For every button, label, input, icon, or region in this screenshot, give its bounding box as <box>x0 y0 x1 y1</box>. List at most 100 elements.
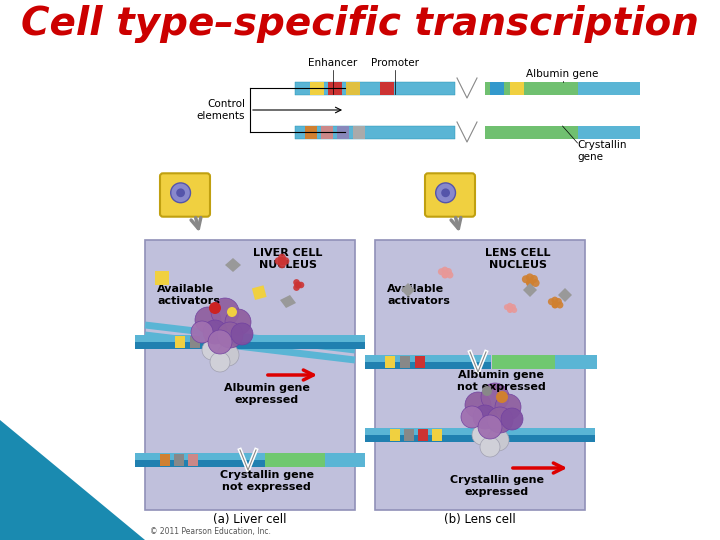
Circle shape <box>495 394 521 420</box>
Circle shape <box>487 429 509 451</box>
Bar <box>432 429 442 441</box>
Circle shape <box>436 183 456 202</box>
Circle shape <box>507 303 513 309</box>
Text: Promoter: Promoter <box>371 58 419 68</box>
Text: LIVER CELL
NUCLEUS: LIVER CELL NUCLEUS <box>253 248 323 269</box>
Polygon shape <box>0 420 145 540</box>
Bar <box>295 82 455 94</box>
Bar <box>400 356 410 368</box>
Circle shape <box>297 282 305 288</box>
Bar <box>155 271 169 285</box>
Bar <box>325 453 365 467</box>
Bar <box>365 428 595 442</box>
Text: Available
activators: Available activators <box>387 284 450 306</box>
Bar <box>353 125 365 138</box>
Circle shape <box>510 304 516 310</box>
Bar <box>265 453 365 467</box>
Bar <box>205 336 215 348</box>
Bar <box>510 82 524 94</box>
Circle shape <box>531 279 539 287</box>
Text: Control
elements: Control elements <box>197 99 245 121</box>
Bar <box>490 82 504 94</box>
Circle shape <box>293 279 300 286</box>
FancyBboxPatch shape <box>160 173 210 217</box>
Text: Cell type–specific transcription: Cell type–specific transcription <box>21 5 699 43</box>
Text: Crystallin gene
not expressed: Crystallin gene not expressed <box>220 470 314 491</box>
Circle shape <box>472 425 492 445</box>
Bar <box>305 125 317 138</box>
Text: (b) Lens cell: (b) Lens cell <box>444 513 516 526</box>
Circle shape <box>461 406 483 428</box>
Bar <box>404 429 414 441</box>
Bar <box>190 336 200 348</box>
Bar <box>578 82 640 94</box>
Bar <box>375 240 585 510</box>
Circle shape <box>496 391 508 403</box>
Circle shape <box>293 284 300 291</box>
Polygon shape <box>523 283 537 297</box>
Circle shape <box>209 302 221 314</box>
Circle shape <box>171 183 191 202</box>
Circle shape <box>441 272 449 279</box>
Text: © 2011 Pearson Education, Inc.: © 2011 Pearson Education, Inc. <box>150 527 271 536</box>
Circle shape <box>227 307 237 317</box>
Circle shape <box>191 321 213 343</box>
Bar <box>145 240 355 510</box>
Circle shape <box>438 268 445 275</box>
Circle shape <box>202 340 222 360</box>
Circle shape <box>445 268 452 275</box>
Bar <box>188 454 198 466</box>
Text: Albumin gene: Albumin gene <box>526 69 599 79</box>
Circle shape <box>217 344 239 366</box>
Bar <box>321 125 333 138</box>
Circle shape <box>504 304 510 310</box>
Circle shape <box>282 257 289 265</box>
Circle shape <box>217 322 243 348</box>
Text: Albumin gene
not expressed: Albumin gene not expressed <box>456 370 545 392</box>
Circle shape <box>446 272 454 279</box>
Circle shape <box>526 273 534 281</box>
Bar <box>135 453 365 467</box>
Circle shape <box>480 437 500 457</box>
Circle shape <box>274 257 282 265</box>
Bar <box>346 82 360 94</box>
Polygon shape <box>280 295 296 308</box>
Circle shape <box>555 298 562 305</box>
Bar <box>135 335 365 349</box>
Circle shape <box>530 275 538 283</box>
Circle shape <box>487 407 513 433</box>
Polygon shape <box>225 258 241 272</box>
Bar <box>160 454 170 466</box>
Bar <box>415 356 425 368</box>
Text: (a) Liver cell: (a) Liver cell <box>213 513 287 526</box>
Bar <box>135 342 365 349</box>
Bar <box>485 82 578 94</box>
Bar <box>220 336 230 348</box>
Circle shape <box>465 392 491 418</box>
Circle shape <box>278 257 287 265</box>
Bar <box>174 454 184 466</box>
Text: Available
activators: Available activators <box>157 284 220 306</box>
Text: Crystallin gene
expressed: Crystallin gene expressed <box>450 475 544 497</box>
Bar <box>135 460 365 467</box>
Circle shape <box>278 254 286 261</box>
Bar <box>385 356 395 368</box>
Bar <box>485 125 578 138</box>
Circle shape <box>522 275 530 283</box>
Circle shape <box>441 188 450 197</box>
Circle shape <box>195 307 221 333</box>
Circle shape <box>481 383 509 411</box>
Circle shape <box>176 188 185 197</box>
Circle shape <box>501 408 523 430</box>
Bar <box>365 435 595 442</box>
Circle shape <box>441 267 449 274</box>
Circle shape <box>203 320 227 344</box>
Circle shape <box>526 279 534 287</box>
Circle shape <box>548 298 555 305</box>
Circle shape <box>557 301 563 308</box>
Text: Crystallin
gene: Crystallin gene <box>577 140 627 161</box>
Circle shape <box>208 330 232 354</box>
Bar <box>365 355 490 369</box>
Polygon shape <box>401 283 415 297</box>
Circle shape <box>552 301 559 308</box>
